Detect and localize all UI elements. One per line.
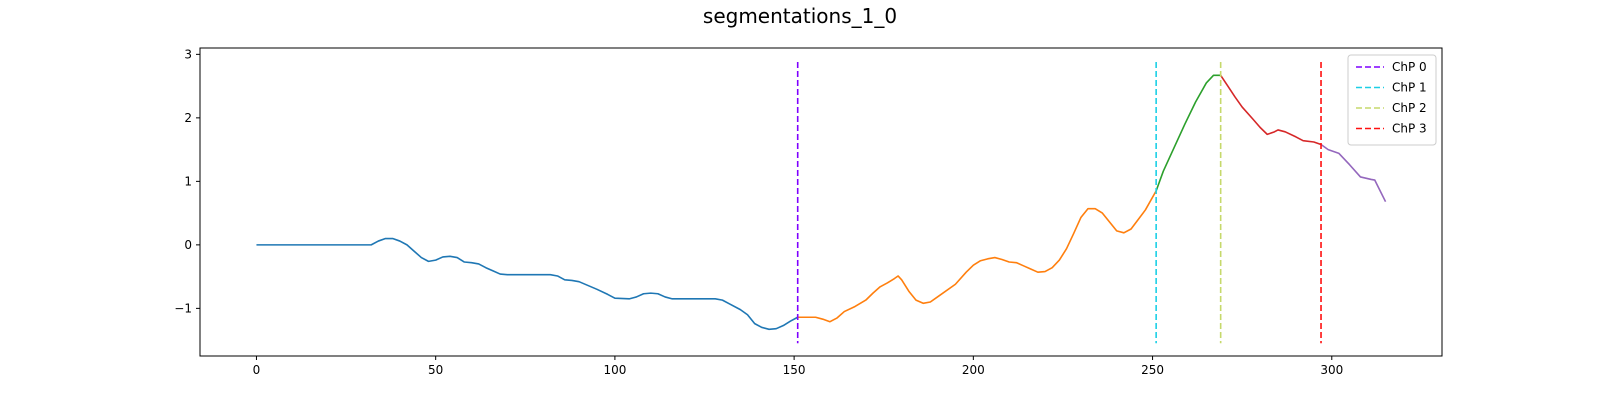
axis-ticks: 0 50 100 150 200 250 300 −1 0 1 2 3 [174, 47, 1343, 377]
series-line-segment-3 [1219, 74, 1322, 146]
legend: ChP 0 ChP 1 ChP 2 ChP 3 [1347, 54, 1437, 146]
y-tick-label: 3 [184, 47, 192, 61]
legend-label-3: ChP 3 [1392, 122, 1427, 136]
legend-label-2: ChP 2 [1392, 101, 1427, 115]
x-tick-label: 200 [962, 363, 985, 377]
chart-title: segmentations_1_0 [703, 4, 897, 28]
legend-label-1: ChP 1 [1392, 81, 1427, 95]
axes-frame [199, 47, 1443, 357]
x-tick-label: 300 [1320, 363, 1343, 377]
series-line-segment-2 [1155, 74, 1221, 192]
x-tick-label: 0 [253, 363, 261, 377]
series-line-segment-0 [256, 237, 799, 331]
y-tick-label: −1 [174, 301, 192, 315]
x-tick-label: 150 [783, 363, 806, 377]
y-tick-label: 1 [184, 174, 192, 188]
series-line-segment-1 [797, 190, 1157, 323]
y-tick-label: 2 [184, 111, 192, 125]
x-tick-label: 250 [1141, 363, 1164, 377]
x-tick-label: 50 [428, 363, 443, 377]
legend-label-0: ChP 0 [1392, 60, 1427, 74]
y-tick-label: 0 [184, 238, 192, 252]
plot-area [256, 61, 1387, 344]
series-line-segment-4 [1320, 143, 1387, 203]
legend-box [1347, 54, 1437, 146]
x-tick-label: 100 [603, 363, 626, 377]
